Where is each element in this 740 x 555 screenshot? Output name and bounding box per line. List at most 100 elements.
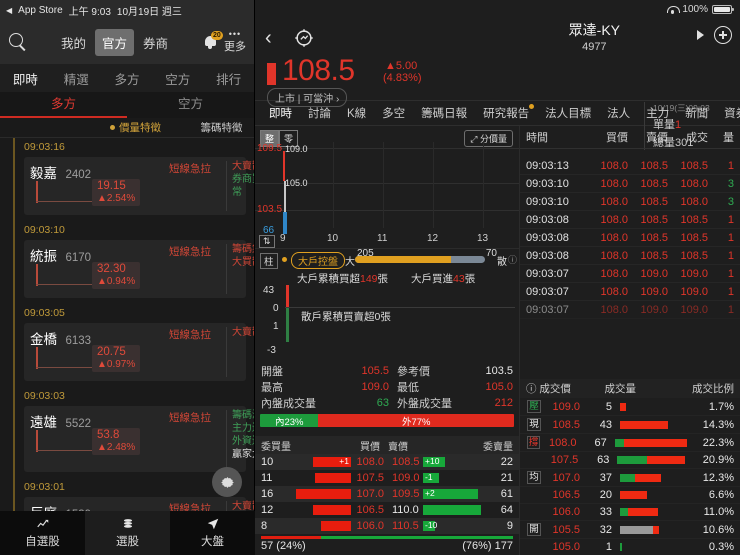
x-tick: 12 (427, 233, 439, 244)
list-item[interactable]: 09:03:16 毅嘉 2402 19.15 ▲2.54% 短線急拉 (0, 138, 254, 215)
send-icon[interactable] (697, 30, 704, 40)
ask-bar (423, 505, 489, 515)
tab-major-player[interactable]: 主力 (646, 108, 670, 120)
note-unit: 張 (464, 273, 476, 285)
tab-long-short[interactable]: 多空 (382, 108, 406, 120)
left-pane: ◀ App Store 上午 9:03 10月19日 週三 我的 官方 券商 2… (0, 0, 255, 555)
bottom-tab-bar[interactable]: 自選股 選股 大盤 (0, 511, 255, 555)
vbp-bar (614, 438, 687, 447)
chip-tag: 外資連買 (232, 436, 254, 447)
bar-mode-toggle[interactable]: 柱 (260, 253, 278, 269)
tab-kline[interactable]: K線 (347, 108, 367, 120)
more-button[interactable]: ••• 更多 (224, 29, 246, 54)
list-item[interactable]: 09:03:03 遠雄 5522 53.8 ▲2.48% 短線急拉 (0, 387, 254, 472)
tab-realtime[interactable]: 即時 (12, 72, 38, 87)
volume-bar (283, 212, 287, 234)
ask-delta: +2 (425, 488, 435, 498)
toggle-odd-lot[interactable]: 零 (279, 130, 299, 147)
tab-ranking[interactable]: 排行 (216, 72, 242, 87)
lot-toggle[interactable]: 整 零 (260, 130, 299, 147)
search-icon[interactable] (8, 32, 28, 52)
tab-news[interactable]: 新聞 (685, 108, 709, 120)
segment-mine[interactable]: 我的 (60, 36, 86, 51)
tick-time: 09:03:07 (526, 303, 569, 316)
event-feed-list[interactable]: 09:03:16 毅嘉 2402 19.15 ▲2.54% 短線急拉 (0, 138, 254, 511)
gridline (483, 142, 484, 228)
tab-selected[interactable]: 精選 (63, 72, 89, 87)
list-item[interactable]: 09:03:10 統振 6170 32.30 ▲0.94% 短線急拉 (0, 221, 254, 298)
tab-discussion[interactable]: 討論 (308, 108, 331, 120)
bottom-tab-screener[interactable]: 選股 (85, 511, 170, 555)
ask-total: (76%) 177 (462, 540, 513, 552)
list-item[interactable]: 09:03:05 金橋 6133 20.75 ▲0.97% 短線急拉 (0, 304, 254, 381)
note-text: 大戶累積買超 (297, 273, 360, 285)
y-tick: 43 (263, 285, 275, 296)
volume-by-price-button[interactable]: ⤢ 分價量 (464, 130, 513, 147)
left-secondary-tabs[interactable]: 多方 空方 (0, 92, 254, 118)
zero-axis (285, 307, 515, 308)
ask-qty-header: 委賣量 (483, 442, 513, 453)
feed-column-headers: 價量特徵 籌碼特徵 (0, 118, 254, 138)
price-volume-feature: 短線急拉 (169, 412, 211, 424)
source-segmented-control[interactable]: 我的 官方 券商 (54, 28, 175, 56)
right-pane: 100% ‹ 眾達-KY 4977 108.5 (255, 0, 740, 555)
event-card[interactable]: 遠雄 5522 53.8 ▲2.48% 短線急拉 籌碼渙散 (24, 406, 254, 472)
sort-icon[interactable]: ⇅ (259, 235, 275, 248)
tab-chip-daily[interactable]: 籌碼日報 (421, 108, 468, 120)
left-primary-tabs[interactable]: 即時 精選 多方 空方 排行 (0, 64, 254, 92)
info-icon[interactable]: ⓘ (526, 383, 537, 395)
stock-identity: 巨庭 1539 (30, 502, 130, 511)
notification-bell-icon[interactable]: 20 (201, 31, 223, 52)
tab-institution[interactable]: 法人 (607, 108, 631, 120)
major-player-chart[interactable]: 柱 大戶控盤 大 205 70 散 ⓘ 大戶累積買超149張 大戶買進43張 (255, 248, 519, 363)
plus-circle-icon[interactable] (714, 26, 732, 44)
chip-feature-tags: 籌碼集中 大買散賣 (232, 243, 254, 269)
tick-time: 09:03:08 (526, 213, 569, 226)
detail-tab-bar[interactable]: 即時 討論 K線 多空 籌碼日報 研究報告 法人目標 法人 主力 新聞 資券 ▾ (255, 100, 740, 126)
header-actions (697, 26, 732, 44)
detail-header: ‹ 眾達-KY 4977 (255, 18, 740, 58)
table-row: 09:03:08 108.0 108.5 108.5 1 (520, 229, 740, 247)
tab-institution-target[interactable]: 法人目標 (545, 108, 592, 120)
toggle-whole-lot[interactable]: 整 (260, 130, 280, 147)
list-item[interactable]: 09:03:01 巨庭 1539 28.55 ▲2.89% 短線急拉 (0, 478, 254, 511)
price-badge: 32.30 ▲0.94% (92, 262, 141, 289)
event-card[interactable]: 統振 6170 32.30 ▲0.94% 短線急拉 籌碼集中 (24, 240, 254, 298)
segment-official[interactable]: 官方 (94, 28, 134, 56)
compass-icon[interactable] (293, 27, 315, 49)
stock-code: 2402 (65, 169, 92, 181)
subtab-bull[interactable]: 多方 (50, 97, 76, 111)
tab-realtime[interactable]: 即時 (269, 108, 292, 120)
right-status-bar: 100% (255, 0, 740, 18)
tab-bull[interactable]: 多方 (114, 72, 140, 87)
status-date: 10月19日 週三 (116, 6, 182, 18)
event-card[interactable]: 巨庭 1539 28.55 ▲2.89% 短線急拉 大賣散買 (24, 497, 254, 511)
market-chip[interactable]: 上市 | 可當沖 › (267, 88, 348, 107)
tick-ask: 108.5 (640, 249, 668, 262)
bottom-tab-market[interactable]: 大盤 (170, 511, 255, 555)
table-row: 107.5 63 20.9% (520, 452, 740, 469)
chip-feature-tags: 大賣散買 (232, 326, 254, 339)
vbp-pct: 14.3% (702, 418, 734, 431)
segment-broker[interactable]: 券商 (143, 36, 169, 51)
bell-body (204, 36, 216, 46)
total-volume-value: 301 (675, 137, 694, 149)
bid-price: 107.0 (356, 488, 384, 500)
info-icon[interactable]: ⓘ (507, 255, 517, 265)
tick-deal: 109.0 (680, 303, 708, 316)
tick-deal: 108.5 (680, 249, 708, 262)
intraday-chart[interactable]: 整 零 ⤢ 分價量 109.5 109.0 (255, 126, 519, 248)
tab-research-report[interactable]: 研究報告 (475, 104, 537, 121)
bottom-tab-watchlist[interactable]: 自選股 (0, 511, 85, 555)
tab-bear[interactable]: 空方 (165, 72, 191, 87)
event-card[interactable]: 金橋 6133 20.75 ▲0.97% 短線急拉 大賣散買 (24, 323, 254, 381)
event-card[interactable]: 毅嘉 2402 19.15 ▲2.54% 短線急拉 大賣散買 (24, 157, 254, 215)
gear-icon[interactable] (212, 467, 242, 497)
back-chevron-icon[interactable]: ‹ (265, 26, 272, 49)
subtab-bear[interactable]: 空方 (177, 97, 203, 111)
retail-value: 70 (485, 248, 497, 259)
legend-dot-icon (110, 125, 115, 130)
symbol-code: 4977 (582, 41, 607, 53)
tab-margin[interactable]: 資券 (724, 108, 740, 120)
card-divider (226, 244, 227, 294)
